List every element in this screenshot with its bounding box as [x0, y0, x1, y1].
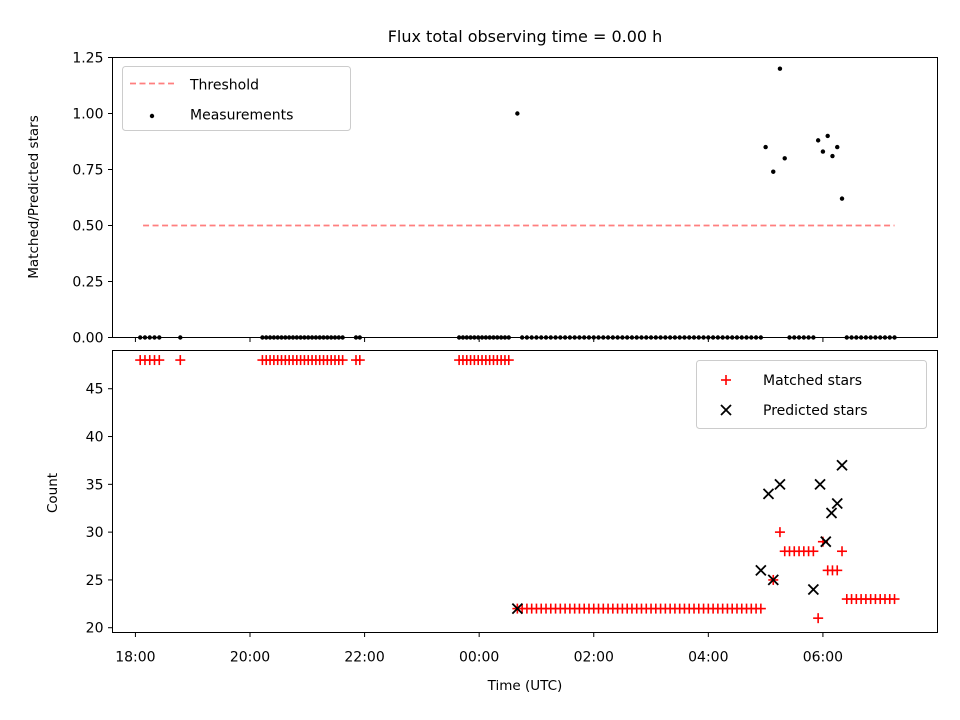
matched-star-point: [832, 565, 843, 576]
bottom-y-tick-label: 35: [86, 477, 104, 493]
bottom-legend: Matched stars Predicted stars: [696, 360, 927, 429]
matched-star-point: [175, 355, 186, 366]
measurement-point: [782, 156, 787, 161]
bottom-y-tick-label: 25: [86, 573, 104, 589]
bottom-y-tick-label: 30: [86, 525, 104, 541]
x-tick-label: 00:00: [459, 650, 499, 666]
predicted-star-point: [762, 488, 775, 500]
top-y-axis-label: Matched/Predicted stars: [26, 115, 42, 278]
x-tick-label: 06:00: [803, 650, 843, 666]
x-tick-label: 18:00: [115, 650, 155, 666]
bottom-y-axis-label: Count: [45, 473, 61, 513]
bottom-y-tick-label: 45: [86, 382, 104, 398]
matched-star-point: [889, 594, 900, 605]
x-tick-label: 02:00: [574, 650, 614, 666]
predicted-star-point: [825, 507, 838, 519]
bottom-y-tick-label: 40: [86, 430, 104, 446]
matched-star-point: [354, 355, 365, 366]
chart-title: Flux total observing time = 0.00 h: [388, 27, 663, 46]
matched-star-point: [755, 603, 766, 614]
legend-measurements-label: Measurements: [190, 108, 293, 124]
measurement-point: [515, 111, 520, 116]
top-panel: Flux total observing time = 0.00 h 0.00 0…: [26, 27, 938, 347]
x-tick-label: 20:00: [230, 650, 270, 666]
top-y-tick-label: 0.00: [72, 331, 103, 347]
bottom-y-tick-label: 20: [86, 621, 104, 637]
matched-star-point: [813, 613, 824, 624]
predicted-star-point: [755, 564, 767, 577]
predicted-star-point: [767, 574, 779, 586]
predicted-star-point: [836, 459, 848, 471]
top-legend: Threshold Measurements: [122, 66, 351, 131]
measurement-point: [763, 144, 768, 150]
predicted-star-point: [831, 497, 843, 510]
measurement-point: [825, 133, 830, 139]
measurement-point: [815, 138, 821, 143]
measurement-point: [777, 66, 783, 71]
measurement-point: [820, 149, 826, 154]
top-plot-frame: [112, 57, 938, 338]
predicted-star-point: [511, 602, 523, 615]
legend-measurements-swatch: [149, 113, 155, 119]
top-y-tick-label: 0.25: [72, 275, 103, 291]
predicted-star-point: [774, 478, 786, 490]
legend-predicted-swatch: [720, 404, 732, 416]
matched-star-point: [774, 527, 785, 538]
bottom-legend-box: [696, 360, 927, 429]
matched-star-point: [337, 355, 348, 366]
matched-star-point: [808, 546, 819, 557]
predicted-star-point: [814, 478, 826, 490]
measurement-point: [830, 153, 835, 159]
legend-predicted-label: Predicted stars: [763, 403, 868, 419]
x-axis-label: Time (UTC): [487, 678, 563, 694]
x-tick-label: 22:00: [344, 650, 384, 666]
matched-star-point: [837, 546, 848, 557]
x-tick-label: 04:00: [688, 650, 728, 666]
top-y-tick-label: 0.50: [72, 219, 103, 235]
measurement-point: [771, 169, 776, 174]
predicted-star-point: [807, 583, 820, 596]
top-y-tick-label: 1.25: [72, 51, 103, 67]
measurement-point: [835, 144, 840, 150]
bottom-plot-frame: [112, 350, 938, 633]
matched-star-point: [154, 355, 165, 366]
top-legend-box: [122, 66, 351, 131]
legend-matched-label: Matched stars: [763, 373, 862, 389]
predicted-star-point: [820, 536, 832, 548]
matched-star-point: [503, 355, 514, 366]
measurement-point: [839, 196, 845, 201]
legend-threshold-label: Threshold: [189, 78, 259, 94]
top-y-tick-label: 0.75: [72, 163, 103, 179]
bottom-panel: 20 25 30 35 40 45 18:00 20:00 22:00 00:00 02:00 04:…: [45, 350, 938, 694]
legend-matched-swatch: [721, 375, 731, 385]
top-y-tick-label: 1.00: [72, 107, 103, 123]
